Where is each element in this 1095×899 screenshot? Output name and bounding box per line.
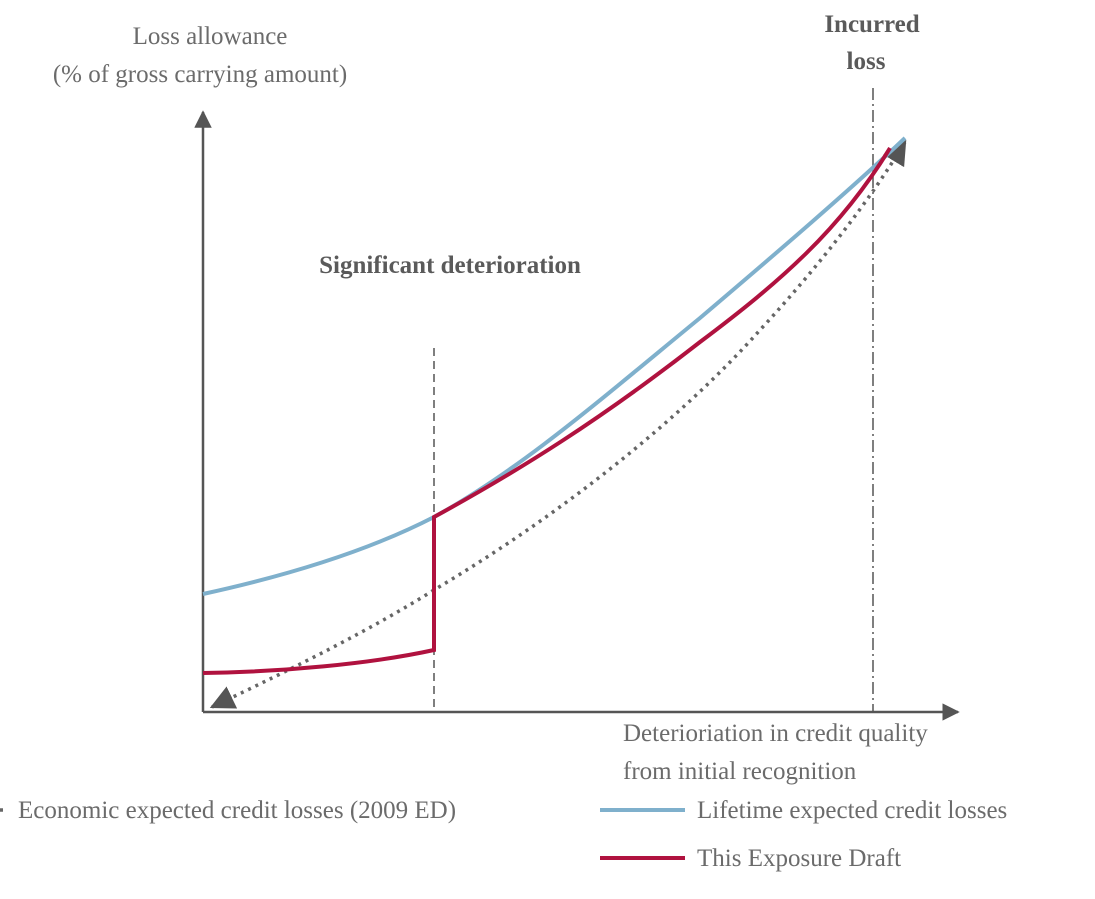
economic-curve [209,139,907,709]
annotation: Significant deterioration [319,252,581,279]
annotation: Incurred [824,11,919,38]
exposure-draft-curve [202,146,892,675]
x-axis-label: Deterioriation in credit quality [623,720,928,747]
y-axis-label: (% of gross carrying amount) [53,61,347,88]
legend-label: Lifetime expected credit losses [697,797,1007,824]
y-axis-label: Loss allowance [133,23,288,50]
x-axis-label: from initial recognition [623,758,857,785]
annotation: loss [847,48,886,75]
legend-label: This Exposure Draft [697,845,901,872]
lifetime-curve [202,136,907,596]
legend-label: Economic expected credit losses (2009 ED… [18,797,456,824]
